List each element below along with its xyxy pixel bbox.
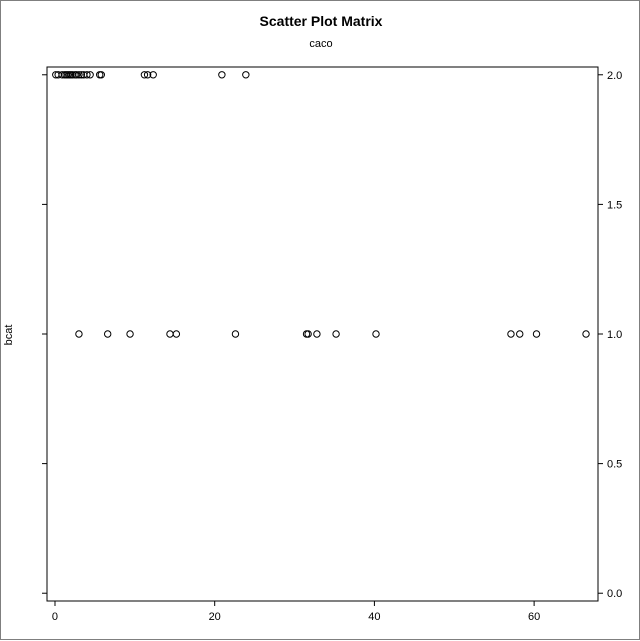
x-tick-label: 60 — [528, 611, 540, 623]
data-point — [372, 330, 380, 338]
data-point — [507, 330, 515, 338]
data-point — [140, 71, 149, 79]
chart-subtitle: caco — [309, 38, 332, 50]
data-point — [83, 71, 91, 79]
y-tick-label: 0.5 — [607, 459, 622, 471]
y-axis-label: bcat — [3, 325, 15, 346]
data-point — [72, 71, 81, 79]
data-points — [52, 71, 590, 338]
data-point — [103, 330, 112, 338]
chart-title: Scatter Plot Matrix — [260, 13, 383, 29]
data-point — [532, 330, 541, 338]
data-point — [97, 71, 106, 79]
data-point — [332, 330, 340, 338]
data-point — [172, 330, 181, 338]
data-point — [58, 71, 66, 79]
data-point — [75, 71, 83, 79]
x-tick-label: 0 — [52, 611, 58, 623]
data-point — [231, 330, 240, 338]
data-point — [77, 71, 86, 79]
data-point — [126, 330, 134, 338]
x-axis-ticks: 0 20 40 60 — [52, 601, 540, 623]
x-tick-label: 20 — [209, 611, 221, 623]
y-axis-ticks: 0.0 0.5 1.0 1.5 2.0 — [42, 70, 622, 600]
plot-frame — [46, 66, 599, 602]
data-point — [313, 330, 321, 338]
data-point — [582, 330, 590, 338]
data-point — [75, 330, 83, 338]
y-tick-label: 0.0 — [607, 588, 622, 600]
data-point — [516, 330, 524, 338]
y-tick-label: 2.0 — [607, 70, 622, 82]
data-point — [242, 71, 250, 79]
y-tick-label: 1.0 — [607, 329, 622, 341]
data-point — [304, 330, 312, 338]
data-point — [218, 71, 226, 79]
x-tick-label: 40 — [368, 611, 380, 623]
data-point — [149, 71, 157, 79]
data-point — [143, 71, 152, 79]
y-tick-label: 1.5 — [607, 199, 622, 211]
data-point — [166, 330, 174, 338]
data-point — [86, 71, 94, 79]
